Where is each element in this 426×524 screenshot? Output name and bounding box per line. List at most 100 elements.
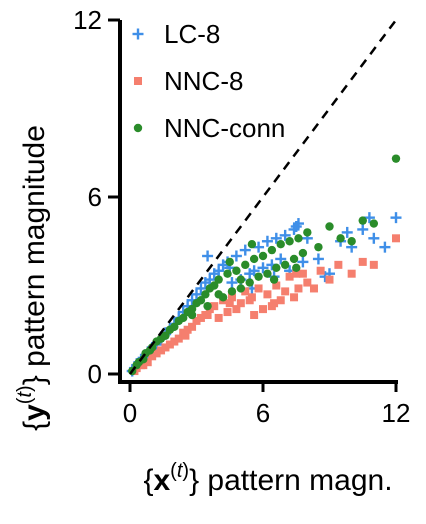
point-nnc-8 [174, 334, 183, 343]
axis-ticks: 0 6 12 0 6 12 [73, 5, 410, 428]
point-nnc-8 [232, 305, 241, 314]
point-nnc-conn [336, 234, 345, 243]
point-nnc-8 [214, 313, 223, 322]
point-nnc-8 [236, 299, 245, 308]
point-nnc-8 [143, 358, 152, 367]
point-nnc-conn [369, 219, 379, 228]
point-nnc-conn [294, 234, 303, 243]
point-nnc-8 [347, 269, 356, 278]
legend: LC-8 NNC-8 NNC-conn [132, 19, 285, 143]
point-lc-8 [257, 262, 269, 274]
point-nnc-conn [161, 331, 170, 340]
point-nnc-conn [263, 269, 272, 278]
x-tick-label: 6 [256, 398, 270, 428]
point-nnc-conn [227, 287, 237, 296]
legend-label-lc-8: LC-8 [164, 19, 220, 49]
point-nnc-8 [285, 272, 294, 281]
point-nnc-8 [254, 284, 263, 293]
point-nnc-8 [196, 313, 205, 322]
x-axis-label-brace-open: { [143, 464, 153, 497]
point-nnc-conn [280, 260, 290, 270]
point-nnc-8 [358, 257, 367, 266]
point-lc-8 [279, 229, 291, 241]
point-lc-8 [379, 241, 391, 253]
point-lc-8 [230, 250, 242, 262]
point-nnc-8 [188, 322, 197, 331]
point-nnc-8 [192, 316, 201, 325]
point-nnc-8 [270, 299, 279, 308]
point-nnc-conn [241, 260, 250, 270]
point-nnc-conn [267, 245, 277, 255]
point-nnc-8 [210, 302, 219, 311]
point-nnc-conn [289, 254, 299, 264]
x-axis-label-superscript: t [177, 460, 184, 482]
scatter-marks [126, 154, 402, 377]
point-nnc-conn [236, 275, 246, 284]
point-nnc-8 [259, 305, 267, 314]
point-nnc-8 [303, 278, 312, 287]
point-nnc-conn [254, 272, 263, 281]
point-nnc-8 [334, 260, 343, 269]
point-nnc-8 [139, 361, 148, 370]
point-nnc-conn [223, 269, 232, 278]
point-nnc-conn [391, 154, 401, 163]
point-nnc-conn [285, 237, 294, 246]
point-lc-8 [248, 265, 260, 277]
x-axis-label-paren-open: ( [170, 460, 177, 482]
x-axis-label-variable: x [153, 464, 170, 497]
point-lc-8 [341, 226, 353, 238]
point-nnc-8 [223, 308, 232, 317]
point-nnc-conn [187, 310, 197, 320]
point-nnc-8 [165, 340, 174, 349]
point-nnc-8 [292, 269, 301, 278]
point-nnc-conn [298, 248, 308, 258]
point-nnc-conn [358, 216, 367, 225]
point-lc-8 [290, 221, 302, 232]
point-nnc-8 [170, 337, 179, 346]
identity-dashed-line [129, 19, 397, 375]
point-nnc-conn [201, 290, 210, 299]
point-nnc-conn [236, 284, 246, 293]
point-lc-8 [357, 223, 369, 235]
point-lc-8 [312, 253, 324, 265]
point-nnc-conn [187, 304, 197, 314]
point-nnc-conn [179, 313, 188, 323]
y-axis-label-brace-close: } [18, 375, 51, 385]
point-nnc-conn [214, 275, 223, 284]
point-lc-8 [390, 212, 402, 224]
y-tick-label: 12 [73, 5, 102, 35]
point-lc-8 [297, 256, 309, 268]
y-axis-label-paren-open: ( [14, 397, 36, 404]
point-nnc-8 [290, 293, 299, 302]
point-nnc-8 [148, 352, 157, 361]
x-axis-label: {x(t)} pattern magn. [143, 460, 392, 497]
point-lc-8 [270, 232, 282, 244]
point-nnc-8 [263, 290, 272, 299]
point-nnc-8 [203, 311, 212, 319]
y-axis-label-paren-close: ) [14, 385, 36, 392]
point-nnc-8 [369, 260, 378, 269]
point-nnc-conn [292, 263, 301, 272]
x-tick-label: 12 [382, 398, 411, 428]
point-nnc-8 [241, 287, 250, 296]
point-nnc-8 [183, 325, 192, 334]
point-lc-8 [239, 244, 251, 256]
y-axis-label-superscript: t [14, 391, 36, 398]
point-nnc-conn [247, 240, 257, 249]
y-axis-label: {y(t)} pattern magnitude [14, 125, 51, 431]
legend-marker-nnc-conn [133, 123, 143, 133]
point-nnc-conn [170, 322, 179, 331]
point-lc-8 [202, 250, 214, 262]
point-lc-8 [226, 277, 238, 289]
legend-label-nnc-8: NNC-8 [164, 66, 243, 96]
point-nnc-8 [309, 284, 318, 293]
point-nnc-8 [316, 266, 325, 275]
point-nnc-8 [294, 284, 303, 293]
point-nnc-conn [272, 263, 281, 272]
point-nnc-conn [347, 237, 356, 246]
legend-marker-nnc-8 [134, 77, 142, 85]
point-lc-8 [204, 274, 216, 286]
point-nnc-conn [214, 290, 223, 299]
point-nnc-conn [314, 242, 323, 252]
